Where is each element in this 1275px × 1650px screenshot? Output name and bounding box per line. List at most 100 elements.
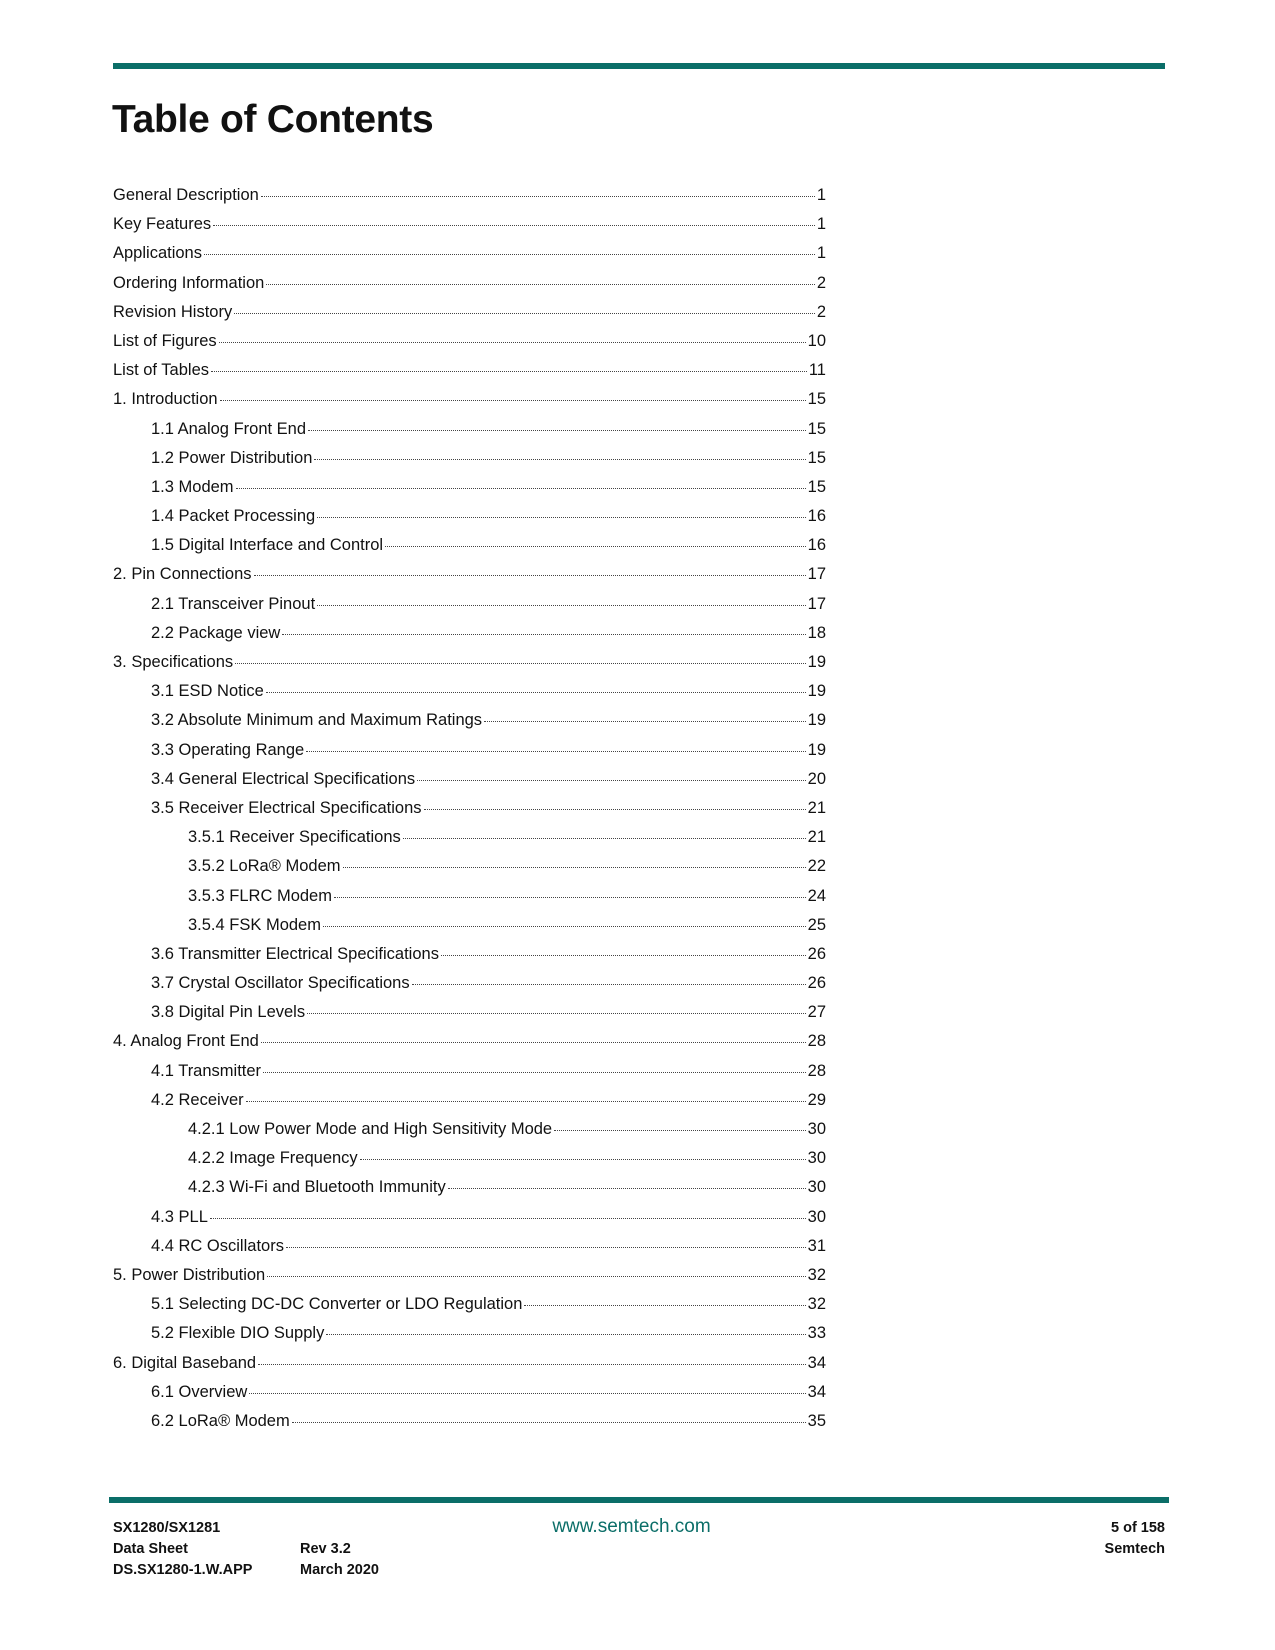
toc-entry[interactable]: List of Tables 11 bbox=[113, 361, 826, 390]
toc-entry[interactable]: 1.4 Packet Processing 16 bbox=[113, 507, 826, 536]
toc-entry-label: 3.5.4 FSK Modem bbox=[188, 915, 321, 934]
dot-leader bbox=[234, 312, 815, 314]
toc-entry[interactable]: 2.1 Transceiver Pinout 17 bbox=[113, 595, 826, 624]
toc-entry[interactable]: 3.5 Receiver Electrical Specifications 21 bbox=[113, 799, 826, 828]
dot-leader bbox=[484, 721, 806, 723]
toc-entry[interactable]: 3.5.3 FLRC Modem 24 bbox=[113, 887, 826, 916]
toc-entry-label: List of Figures bbox=[113, 331, 217, 350]
dot-leader bbox=[326, 1334, 806, 1336]
toc-entry[interactable]: Revision History 2 bbox=[113, 303, 826, 332]
dot-leader bbox=[308, 429, 806, 431]
toc-entry-label: 4.2.1 Low Power Mode and High Sensitivit… bbox=[188, 1120, 553, 1138]
toc-entry[interactable]: 4. Analog Front End 28 bbox=[113, 1032, 826, 1061]
toc-entry-label: 3.3 Operating Range bbox=[151, 740, 305, 759]
toc-entry-page: 21 bbox=[807, 798, 826, 817]
toc-entry-page: 2 bbox=[816, 273, 826, 292]
toc-entry[interactable]: 5.2 Flexible DIO Supply 33 bbox=[113, 1324, 826, 1353]
toc-entry-label: 1.1 Analog Front End bbox=[151, 419, 307, 438]
toc-entry-page: 30 bbox=[807, 1120, 826, 1138]
footer-doc-id: DS.SX1280-1.W.APP bbox=[113, 1562, 253, 1578]
dot-leader bbox=[282, 633, 806, 635]
toc-entry[interactable]: 4.2.2 Image Frequency 30 bbox=[113, 1149, 826, 1178]
dot-leader bbox=[307, 1013, 806, 1015]
toc-entry[interactable]: 1.1 Analog Front End 15 bbox=[113, 420, 826, 449]
toc-entry[interactable]: 4.1 Transmitter 28 bbox=[113, 1062, 826, 1091]
toc-entry-page: 15 bbox=[807, 419, 826, 438]
toc-entry[interactable]: 5. Power Distribution 32 bbox=[113, 1266, 826, 1295]
toc-entry[interactable]: 1.5 Digital Interface and Control 16 bbox=[113, 536, 826, 565]
toc-entry[interactable]: 3.5.2 LoRa® Modem 22 bbox=[113, 857, 826, 886]
toc-entry-label: 2. Pin Connections bbox=[113, 565, 252, 584]
toc-entry[interactable]: 2.2 Package view 18 bbox=[113, 624, 826, 653]
toc-entry[interactable]: Applications 1 bbox=[113, 244, 826, 273]
toc-entry[interactable]: 1. Introduction 15 bbox=[113, 390, 826, 419]
toc-entry-page: 17 bbox=[807, 594, 826, 613]
dot-leader bbox=[219, 400, 806, 402]
toc-entry[interactable]: 3.3 Operating Range 19 bbox=[113, 741, 826, 770]
toc-entry-label: 4.4 RC Oscillators bbox=[151, 1236, 284, 1255]
toc-entry[interactable]: 4.4 RC Oscillators 31 bbox=[113, 1237, 826, 1266]
toc-entry[interactable]: 6.1 Overview 34 bbox=[113, 1383, 826, 1412]
dot-leader bbox=[333, 896, 806, 898]
toc-entry[interactable]: Key Features 1 bbox=[113, 215, 826, 244]
dot-leader bbox=[285, 1246, 806, 1248]
toc-entry[interactable]: 5.1 Selecting DC-DC Converter or LDO Reg… bbox=[113, 1295, 826, 1324]
toc-entry-label: 5.1 Selecting DC-DC Converter or LDO Reg… bbox=[151, 1295, 523, 1314]
toc-entry[interactable]: General Description 1 bbox=[113, 186, 826, 215]
toc-entry-label: 3.1 ESD Notice bbox=[151, 682, 264, 701]
toc-entry-label: 1. Introduction bbox=[113, 390, 218, 409]
toc-entry[interactable]: 3.6 Transmitter Electrical Specification… bbox=[113, 945, 826, 974]
dot-leader bbox=[258, 1363, 806, 1365]
toc-entry[interactable]: 6.2 LoRa® Modem 35 bbox=[113, 1412, 826, 1441]
toc-entry-page: 10 bbox=[807, 331, 826, 350]
toc-entry-page: 24 bbox=[807, 886, 826, 905]
toc-entry[interactable]: 4.3 PLL 30 bbox=[113, 1208, 826, 1237]
dot-leader bbox=[213, 225, 815, 227]
toc-entry[interactable]: 4.2.1 Low Power Mode and High Sensitivit… bbox=[113, 1120, 826, 1149]
toc-entry-label: 4.2.2 Image Frequency bbox=[188, 1149, 358, 1168]
toc-entry-page: 32 bbox=[807, 1265, 826, 1284]
toc-entry-page: 22 bbox=[807, 857, 826, 876]
toc-entry[interactable]: 6. Digital Baseband 34 bbox=[113, 1354, 826, 1383]
toc-entry-label: Applications bbox=[113, 244, 202, 263]
footer-right: 5 of 158 Semtech bbox=[1105, 1518, 1165, 1560]
dot-leader bbox=[235, 487, 806, 489]
toc-entry-label: 4.2.3 Wi-Fi and Bluetooth Immunity bbox=[188, 1178, 446, 1197]
dot-leader bbox=[266, 283, 815, 285]
dot-leader bbox=[524, 1305, 806, 1307]
toc-entry[interactable]: 1.3 Modem 15 bbox=[113, 478, 826, 507]
toc-entry-label: List of Tables bbox=[113, 361, 210, 380]
toc-entry-page: 30 bbox=[807, 1149, 826, 1168]
toc-entry-label: 1.5 Digital Interface and Control bbox=[151, 536, 384, 555]
toc-entry[interactable]: 4.2.3 Wi-Fi and Bluetooth Immunity 30 bbox=[113, 1178, 826, 1207]
dot-leader bbox=[253, 575, 806, 577]
toc-entry[interactable]: 3.4 General Electrical Specifications 20 bbox=[113, 770, 826, 799]
toc-entry-label: 4.1 Transmitter bbox=[151, 1061, 262, 1080]
toc-entry-page: 19 bbox=[807, 711, 826, 730]
toc-entry[interactable]: 3.2 Absolute Minimum and Maximum Ratings… bbox=[113, 711, 826, 740]
dot-leader bbox=[554, 1130, 806, 1131]
toc-entry-page: 2 bbox=[816, 302, 826, 321]
dot-leader bbox=[267, 1275, 806, 1277]
page-title: Table of Contents bbox=[112, 98, 434, 141]
toc-entry[interactable]: Ordering Information 2 bbox=[113, 274, 826, 303]
toc-entry-label: Key Features bbox=[113, 215, 212, 234]
toc-entry[interactable]: 1.2 Power Distribution 15 bbox=[113, 449, 826, 478]
toc-entry-label: 6.1 Overview bbox=[151, 1382, 248, 1401]
toc-entry[interactable]: 3.7 Crystal Oscillator Specifications 26 bbox=[113, 974, 826, 1003]
toc-entry[interactable]: 2. Pin Connections 17 bbox=[113, 565, 826, 594]
dot-leader bbox=[249, 1392, 806, 1394]
toc-entry-label: 4.3 PLL bbox=[151, 1207, 208, 1226]
toc-entry[interactable]: 3.5.4 FSK Modem 25 bbox=[113, 916, 826, 945]
toc-entry-label: General Description bbox=[113, 186, 259, 204]
toc-entry[interactable]: 4.2 Receiver 29 bbox=[113, 1091, 826, 1120]
toc-entry[interactable]: 3.1 ESD Notice 19 bbox=[113, 682, 826, 711]
toc-entry[interactable]: 3.8 Digital Pin Levels 27 bbox=[113, 1003, 826, 1032]
toc-entry[interactable]: 3. Specifications 19 bbox=[113, 653, 826, 682]
dot-leader bbox=[402, 838, 806, 840]
toc-entry-label: Revision History bbox=[113, 302, 233, 321]
toc-entry[interactable]: List of Figures 10 bbox=[113, 332, 826, 361]
toc-entry[interactable]: 3.5.1 Receiver Specifications 21 bbox=[113, 828, 826, 857]
dot-leader bbox=[447, 1188, 806, 1190]
footer-website-link[interactable]: www.semtech.com bbox=[552, 1516, 711, 1537]
